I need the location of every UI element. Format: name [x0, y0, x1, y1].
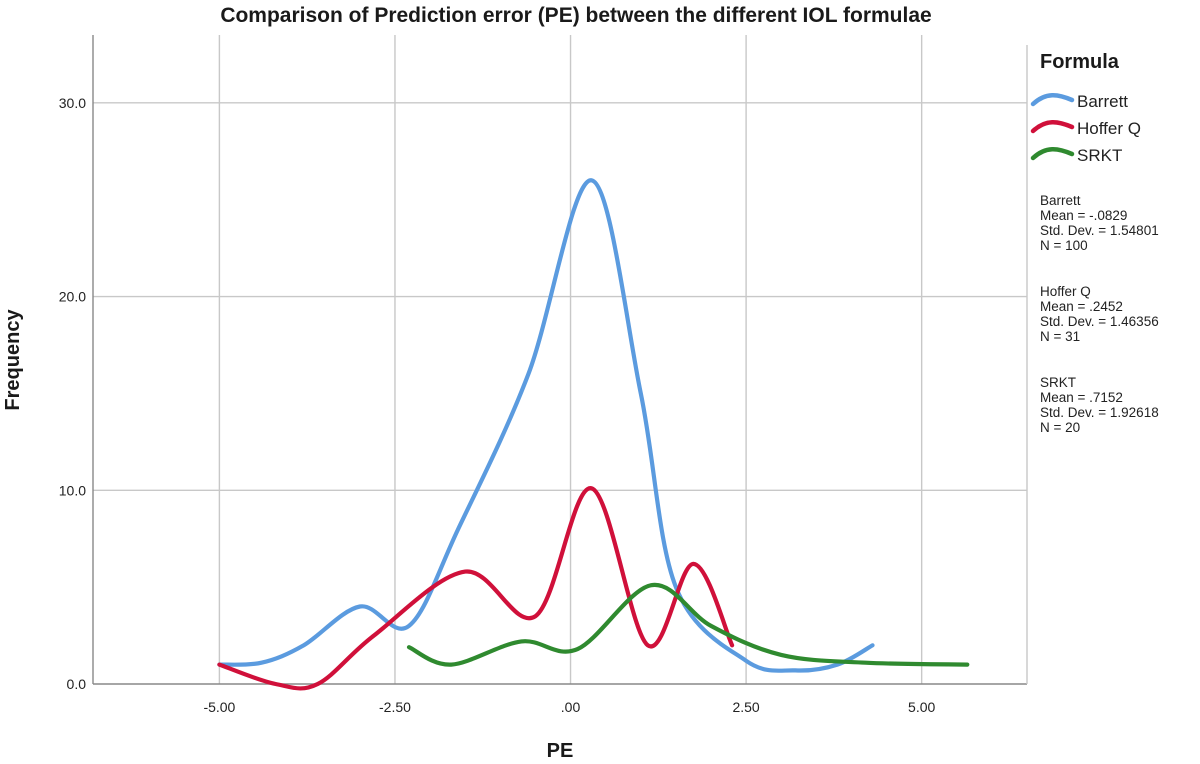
stats-line: N = 100: [1040, 238, 1088, 253]
x-tick-label: 5.00: [908, 699, 935, 715]
y-tick-label: 10.0: [59, 482, 86, 498]
stats-line: N = 31: [1040, 329, 1080, 344]
x-tick-label: .00: [561, 699, 581, 715]
series-line-hoffer-q: [217, 486, 735, 691]
stats-line: Std. Dev. = 1.54801: [1040, 223, 1159, 238]
legend-swatch-srkt: [1030, 147, 1075, 161]
legend-items: Barrett Hoffer Q SRKT: [1030, 92, 1141, 165]
stats-line: Mean = -.0829: [1040, 208, 1127, 223]
y-axis-title: Frequency: [2, 309, 24, 411]
x-tick-label: 2.50: [732, 699, 759, 715]
series-line-barrett: [217, 178, 875, 673]
axes: [92, 35, 1028, 685]
chart-title: Comparison of Prediction error (PE) betw…: [220, 4, 931, 27]
x-tick-label: -5.00: [203, 699, 235, 715]
grid: [93, 35, 1027, 684]
legend-label-barrett: Barrett: [1077, 92, 1128, 111]
stats-line: Std. Dev. = 1.46356: [1040, 314, 1159, 329]
legend-label-hoffer-q: Hoffer Q: [1077, 119, 1141, 138]
legend-swatch-barrett: [1030, 93, 1075, 107]
stats-name: SRKT: [1040, 375, 1076, 390]
series-layer: [217, 178, 970, 691]
stats-line: Std. Dev. = 1.92618: [1040, 405, 1159, 420]
legend-swatch-hoffer-q: [1030, 120, 1075, 134]
y-tick-label: 20.0: [59, 289, 86, 305]
stats-name: Barrett: [1040, 193, 1081, 208]
stats-line: N = 20: [1040, 420, 1080, 435]
series-line-srkt: [406, 582, 970, 667]
legend: Formula Barrett Hoffer Q SRKT: [1030, 51, 1141, 165]
legend-title: Formula: [1040, 51, 1120, 73]
stats-line: Mean = .2452: [1040, 299, 1123, 314]
legend-label-srkt: SRKT: [1077, 146, 1122, 165]
x-tick-labels: -5.00 -2.50 .00 2.50 5.00: [203, 699, 935, 715]
y-tick-label: 30.0: [59, 95, 86, 111]
x-tick-label: -2.50: [379, 699, 411, 715]
stats-name: Hoffer Q: [1040, 284, 1091, 299]
x-axis-title: PE: [547, 740, 574, 762]
y-tick-label: 0.0: [67, 676, 87, 692]
stats-line: Mean = .7152: [1040, 390, 1123, 405]
y-tick-labels: 0.0 10.0 20.0 30.0: [59, 95, 86, 692]
